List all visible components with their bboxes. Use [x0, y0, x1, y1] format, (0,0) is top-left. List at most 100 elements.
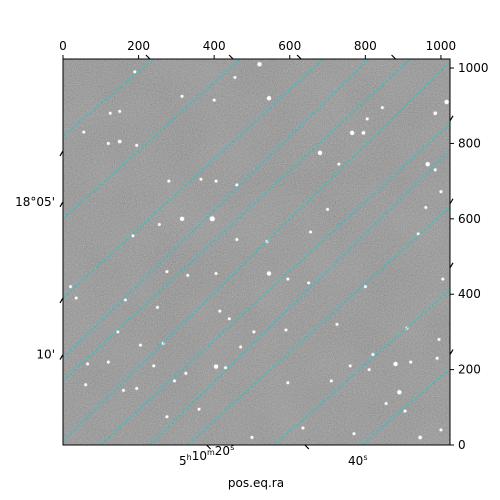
star — [179, 216, 185, 221]
star — [424, 206, 428, 209]
star — [418, 435, 422, 440]
star — [227, 317, 231, 321]
star — [224, 366, 227, 370]
star — [152, 364, 156, 368]
right-edge-tick — [449, 198, 454, 205]
star — [239, 345, 243, 349]
star — [286, 277, 290, 281]
star — [233, 76, 237, 79]
top-edge-tick — [391, 54, 397, 60]
star — [122, 388, 125, 392]
star — [186, 273, 190, 277]
star — [156, 306, 159, 309]
star — [397, 390, 402, 395]
right-edge-tick — [449, 262, 454, 269]
star — [439, 190, 443, 194]
coordinate-grid — [63, 59, 450, 445]
star — [213, 364, 219, 369]
star — [209, 216, 215, 222]
top-axis-tick-label: 1000 — [426, 39, 457, 53]
star — [317, 150, 323, 155]
top-pixel-axis: 0 200 400 600 800 1000 — [59, 39, 456, 59]
star — [74, 296, 78, 300]
star — [108, 111, 112, 115]
star — [84, 383, 88, 387]
plot-area — [62, 58, 451, 446]
right-axis-tick-label: 200 — [458, 363, 481, 377]
grid-line — [361, 368, 450, 445]
top-axis-tick-label: 400 — [203, 39, 226, 53]
grid-line — [149, 150, 450, 445]
star — [184, 371, 188, 375]
star — [118, 109, 122, 113]
star — [367, 368, 371, 372]
star — [416, 232, 420, 236]
star — [173, 379, 176, 383]
star — [139, 343, 142, 347]
star — [329, 379, 333, 383]
star — [301, 426, 305, 430]
star — [252, 330, 256, 334]
star — [286, 381, 290, 385]
star — [435, 356, 439, 360]
world-edge-ticks — [59, 54, 454, 450]
star — [199, 177, 203, 181]
right-axis-tick-label: 400 — [458, 287, 481, 301]
star — [361, 131, 366, 135]
ra-axis-label: pos.eq.ra — [228, 476, 284, 490]
star — [433, 168, 437, 172]
star — [393, 361, 398, 367]
top-edge-tick — [145, 54, 151, 60]
ra-tick-label: 40s — [348, 453, 367, 468]
star — [167, 179, 171, 183]
bottom-edge-tick — [206, 444, 212, 450]
dec-tick-label: 10' — [36, 348, 55, 362]
right-edge-tick — [449, 115, 454, 122]
star — [371, 353, 375, 356]
star — [425, 162, 430, 167]
left-edge-tick — [59, 150, 64, 157]
star — [444, 99, 449, 105]
grid-line — [63, 59, 154, 138]
star — [307, 281, 311, 285]
star — [131, 234, 135, 238]
star — [380, 106, 384, 110]
star — [257, 62, 262, 67]
star — [309, 230, 312, 234]
star — [214, 179, 218, 183]
star — [86, 362, 89, 366]
star — [117, 139, 122, 144]
star — [214, 272, 218, 275]
top-axis-tick-label: 200 — [127, 39, 150, 53]
ra-tick-label: 5h10m20s — [179, 443, 234, 468]
dec-tick-labels: 18°05' 10' — [15, 195, 55, 362]
star — [403, 409, 407, 413]
star — [441, 277, 445, 281]
star — [218, 309, 222, 313]
top-axis-tick-label: 600 — [278, 39, 301, 53]
star — [352, 432, 356, 436]
grid-line — [63, 59, 370, 360]
star — [363, 285, 367, 289]
star — [123, 298, 127, 302]
grid-line — [63, 59, 241, 220]
star — [235, 183, 239, 187]
star — [106, 142, 110, 145]
star — [335, 322, 339, 326]
star — [135, 387, 139, 390]
star — [69, 285, 72, 289]
star — [157, 223, 161, 226]
star — [439, 428, 443, 432]
star — [384, 402, 388, 405]
left-edge-tick — [59, 201, 64, 208]
top-axis-tick-label: 0 — [59, 39, 67, 53]
star — [266, 96, 272, 101]
star — [284, 328, 288, 332]
right-pixel-axis: 0 200 400 600 800 1000 — [450, 61, 489, 452]
right-axis-tick-label: 0 — [458, 438, 466, 452]
star — [433, 111, 438, 116]
star — [180, 94, 184, 98]
ra-tick-labels: 5h10m20s 40s — [179, 443, 368, 468]
plot-frame — [62, 58, 451, 446]
